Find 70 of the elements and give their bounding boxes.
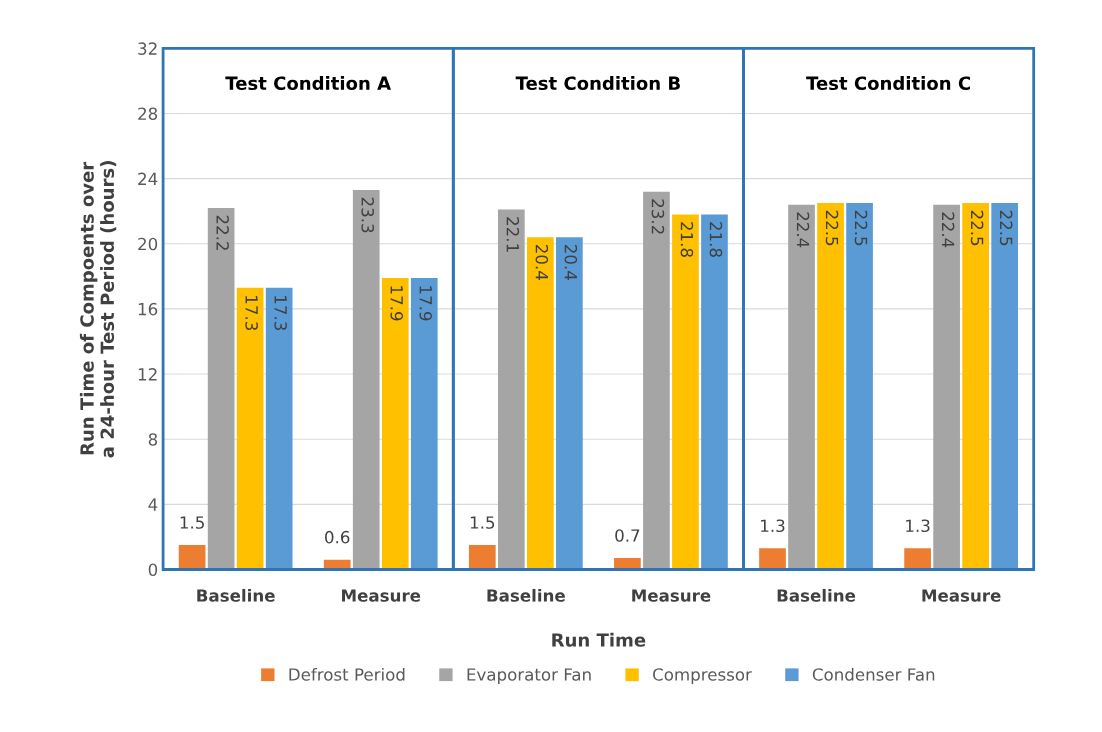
bar [933,204,960,570]
y-axis-title: Run Time of Compoents over a 24-hour Test Period (hours) [79,161,117,458]
bar [672,214,699,570]
data-label: 17.9 [419,286,433,321]
x-axis-title: Run Time [552,632,646,647]
bar [817,203,844,570]
data-label: 1.5 [180,516,204,529]
bar [236,287,264,570]
bar [701,214,728,570]
data-label: 23.2 [651,199,665,234]
data-label: 22.4 [796,212,810,248]
bar [527,237,554,570]
bar [410,277,438,570]
y-tick-label: 20 [138,237,158,251]
legend-label: Condenser Fan [812,667,935,681]
data-label: 21.8 [709,222,723,257]
data-label: 17.9 [390,286,404,321]
data-label: 22.4 [942,212,955,248]
bar [265,287,293,570]
data-label: 22.1 [506,217,520,252]
y-tick-label: 28 [138,107,158,121]
y-tick-label: 12 [138,368,157,381]
y-tick-label: 8 [148,433,158,446]
x-tick-label: Baseline [197,588,275,602]
y-tick-label: 32 [138,42,157,55]
bar [759,548,786,570]
data-label: 0.7 [615,529,640,542]
bar [207,207,235,570]
legend-label: Defrost Period [289,667,405,681]
bar [556,237,583,570]
y-tick-label: 4 [148,498,158,511]
data-label: 23.3 [361,197,374,233]
bar [962,203,989,570]
legend-label: Evaporator Fan [467,668,591,685]
annotation: Test Condition B [515,76,680,91]
legend-label: Compressor [653,668,752,685]
data-label: 0.6 [325,530,350,544]
data-label: 20.4 [535,244,549,280]
data-label: 1.3 [761,519,785,533]
x-tick-label: Measure [632,589,711,602]
x-tick-label: Measure [922,589,1001,602]
bar [991,203,1019,570]
data-label: 22.2 [216,215,229,250]
y-tick-label: 24 [138,172,158,185]
bar [352,190,380,570]
bar [178,545,206,570]
data-label: 22.5 [854,210,868,246]
x-tick-label: Measure [342,589,421,602]
data-label: 1.5 [470,516,495,529]
data-label: 1.3 [906,519,930,533]
annotation: Test Condition A [225,76,391,91]
data-label: 21.8 [680,222,694,257]
data-label: 17.3 [274,296,287,331]
x-tick-label: Baseline [777,588,856,602]
data-label: 22.5 [970,210,984,246]
y-tick-label: 0 [148,563,158,577]
bar [643,191,670,570]
data-label: 22.5 [825,210,839,246]
bar [904,548,931,570]
bar [497,209,525,570]
data-label: 22.5 [999,210,1013,246]
data-label: 17.3 [245,296,258,331]
bar [788,204,815,570]
bar [846,203,873,570]
y-tick-label: 16 [138,302,158,316]
bar [468,545,496,570]
x-tick-label: Baseline [487,588,565,602]
annotation: Test Condition C [806,76,970,91]
data-label: 20.4 [564,244,578,280]
bar [381,277,409,570]
